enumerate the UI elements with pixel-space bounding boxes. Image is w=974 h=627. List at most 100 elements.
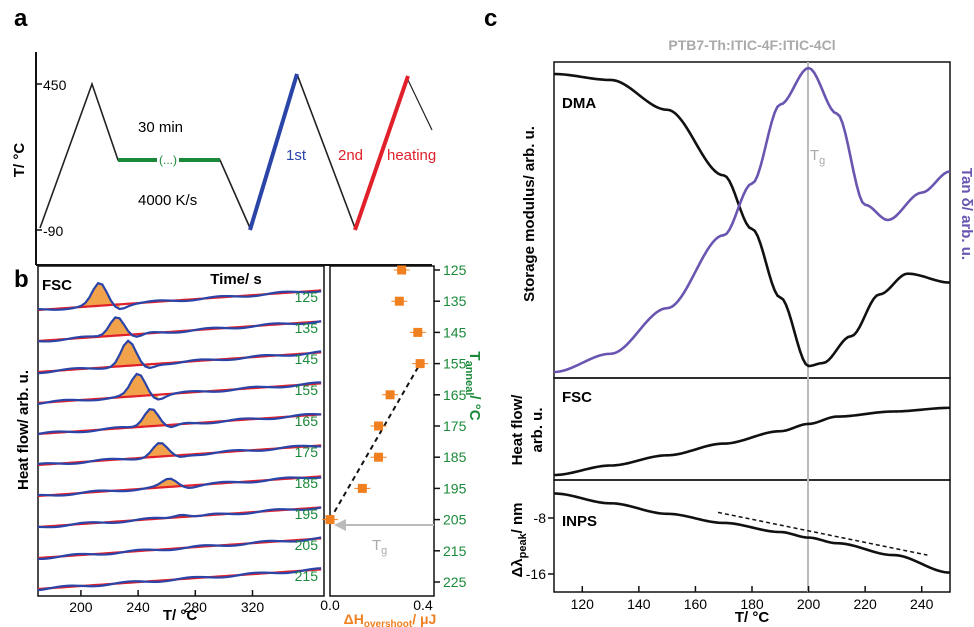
- panel-c-title: PTB7-Th:ITIC-4F:ITIC-4Cl: [668, 37, 835, 53]
- scatter-point: [374, 452, 384, 462]
- panel-b-scatter-points: [322, 265, 429, 525]
- trace-line: [37, 372, 322, 406]
- trace-anneal-label: 195: [295, 506, 319, 522]
- scatter-point: [325, 515, 335, 525]
- right-tick-label: 225: [443, 574, 467, 590]
- panel-b-dh-unit: / μJ: [412, 611, 436, 627]
- trace-anneal-label: 215: [295, 568, 319, 584]
- right-tick-label: 145: [443, 324, 467, 340]
- panel-c-y-bot-sub: peak: [517, 532, 529, 558]
- panel-c-tg-main: T: [810, 147, 819, 164]
- panel-c-y-tick-label-m16: -16: [526, 566, 546, 582]
- x-tick-label: 160: [684, 596, 708, 612]
- x-tick-label: 220: [853, 596, 877, 612]
- panel-b-right-axis-label: Tanneal/ °C: [463, 351, 483, 420]
- x-tick-label: 120: [571, 596, 595, 612]
- right-tick-label: 135: [443, 293, 467, 309]
- trace-peak-fill: [132, 409, 171, 428]
- panel-b-dh-tick-04: 0.4: [413, 597, 433, 613]
- trace-line: [37, 567, 322, 592]
- panel-c-x-ticks: 120 140 160 180 200 220 240: [571, 586, 934, 612]
- panel-b-right-axis-unit: / °C: [466, 395, 483, 420]
- panel-a-label-rate: 4000 K/s: [138, 192, 197, 209]
- panel-b-y-label: Heat flow/ arb. u.: [15, 370, 32, 490]
- panel-c-dma-label: DMA: [562, 95, 596, 112]
- trace-reference-line: [37, 506, 322, 529]
- right-tick-label: 185: [443, 449, 467, 465]
- trace-line: [37, 281, 322, 311]
- x-tick-label: 140: [627, 596, 651, 612]
- scatter-point: [357, 483, 367, 493]
- panel-a-label-1st: 1st: [286, 147, 307, 164]
- trace-line: [37, 442, 322, 466]
- right-tick-label: 165: [443, 387, 467, 403]
- trace-peak-fill: [140, 443, 180, 459]
- trace-anneal-label: 155: [295, 382, 319, 398]
- panel-b-tg-sub: g: [381, 545, 387, 557]
- trace-anneal-label: 135: [295, 320, 319, 336]
- trace-anneal-label: 175: [295, 444, 319, 460]
- panel-c: PTB7-Th:ITIC-4F:ITIC-4Cl Tg DMA FSC INPS…: [509, 37, 974, 626]
- panel-b-right-ticks: 125 135 145 155 165 175 185 195 205 215 225: [434, 262, 467, 590]
- panel-a: 450 -90 T/ °C Time/ s (...) 30 min 4000 …: [11, 52, 436, 288]
- scatter-point: [394, 296, 404, 306]
- trace-line: [37, 339, 322, 375]
- trace-reference-line: [37, 320, 322, 343]
- right-tick-label: 195: [443, 480, 467, 496]
- trace-line: [37, 536, 322, 561]
- panel-c-y-bot-unit: / nm: [509, 502, 526, 533]
- panel-c-y-label-top: Storage modulus/ arb. u.: [521, 126, 538, 302]
- panel-a-dots: (...): [159, 153, 177, 167]
- trace-anneal-label: 165: [295, 413, 319, 429]
- inps-curve: [553, 492, 951, 574]
- dma-curve: [553, 72, 951, 368]
- panel-c-y-label-mid-2: arb. u.: [529, 407, 546, 452]
- panel-a-y-label: T/ °C: [11, 143, 28, 177]
- x-tick-label: 240: [910, 596, 934, 612]
- panel-a-first-heating: [248, 73, 299, 231]
- x-tick-label: 320: [241, 599, 265, 615]
- trace-peak-fill: [80, 283, 120, 309]
- scatter-point: [415, 359, 425, 369]
- x-tick-label: 280: [184, 599, 208, 615]
- scatter-point: [413, 327, 423, 337]
- trace-line: [37, 316, 322, 343]
- trace-line: [37, 407, 322, 436]
- right-tick-label: 205: [443, 512, 467, 528]
- fsc-curve: [553, 406, 951, 477]
- panel-b-right-axis-sub: anneal: [463, 361, 475, 396]
- right-tick-label: 125: [443, 262, 467, 278]
- panel-letter-a: a: [14, 5, 28, 32]
- panel-c-x-label: T/ °C: [735, 609, 769, 626]
- x-tick-label: 180: [740, 596, 764, 612]
- panel-c-y-label-mid-1: Heat flow/: [509, 394, 526, 466]
- panel-a-tick-label-450: 450: [43, 77, 67, 93]
- panel-a-x-label: Time/ s: [210, 271, 261, 288]
- x-tick-label: 200: [797, 596, 821, 612]
- panel-b-traces: FSC Heat flow/ arb. u. T/ °C 125 135 145 15…: [15, 265, 325, 624]
- inps-fit-line: [717, 511, 928, 556]
- panel-b-tg-main: T: [372, 537, 381, 554]
- panel-letter-c: c: [484, 5, 497, 32]
- trace-peak-fill: [106, 340, 150, 369]
- panel-c-fsc-label: FSC: [562, 389, 592, 406]
- trace-anneal-label: 185: [295, 475, 319, 491]
- panel-b-scatter: 125 135 145 155 165 175 185 195 205 215 225 Tannea…: [320, 262, 483, 627]
- trace-line: [37, 506, 322, 529]
- panel-a-second-heating: [353, 75, 410, 231]
- panel-a-dots-box: [157, 152, 179, 168]
- panel-b-traces-frame: [37, 265, 325, 597]
- panel-c-y-tick-label-m8: -8: [534, 510, 547, 526]
- trace-anneal-label: 205: [295, 537, 319, 553]
- panel-b-trace-group: 125 135 145 155 165 175 185 195 205 215: [37, 281, 322, 592]
- trace-peak-fill: [119, 373, 159, 400]
- panel-b-fsc-label: FSC: [42, 277, 72, 294]
- panel-a-label-2nd: 2nd: [338, 147, 363, 164]
- panel-b-dh-sub: overshoot: [364, 619, 413, 627]
- panel-b-x-ticks: 200 240 280 320: [69, 590, 264, 615]
- panel-c-tg-sub: g: [819, 155, 825, 167]
- panel-letter-b: b: [14, 266, 29, 293]
- panel-b-x-label: T/ °C: [163, 607, 197, 624]
- x-tick-label: 240: [126, 599, 150, 615]
